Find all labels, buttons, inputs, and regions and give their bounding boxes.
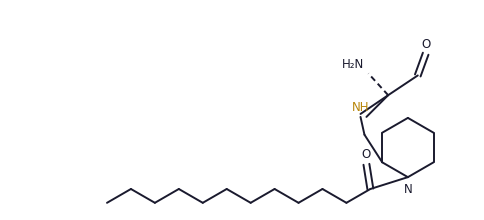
Text: NH: NH [351,101,368,114]
Text: O: O [420,38,429,51]
Text: H₂N: H₂N [342,57,363,70]
Text: N: N [403,183,411,196]
Text: O: O [361,148,370,161]
